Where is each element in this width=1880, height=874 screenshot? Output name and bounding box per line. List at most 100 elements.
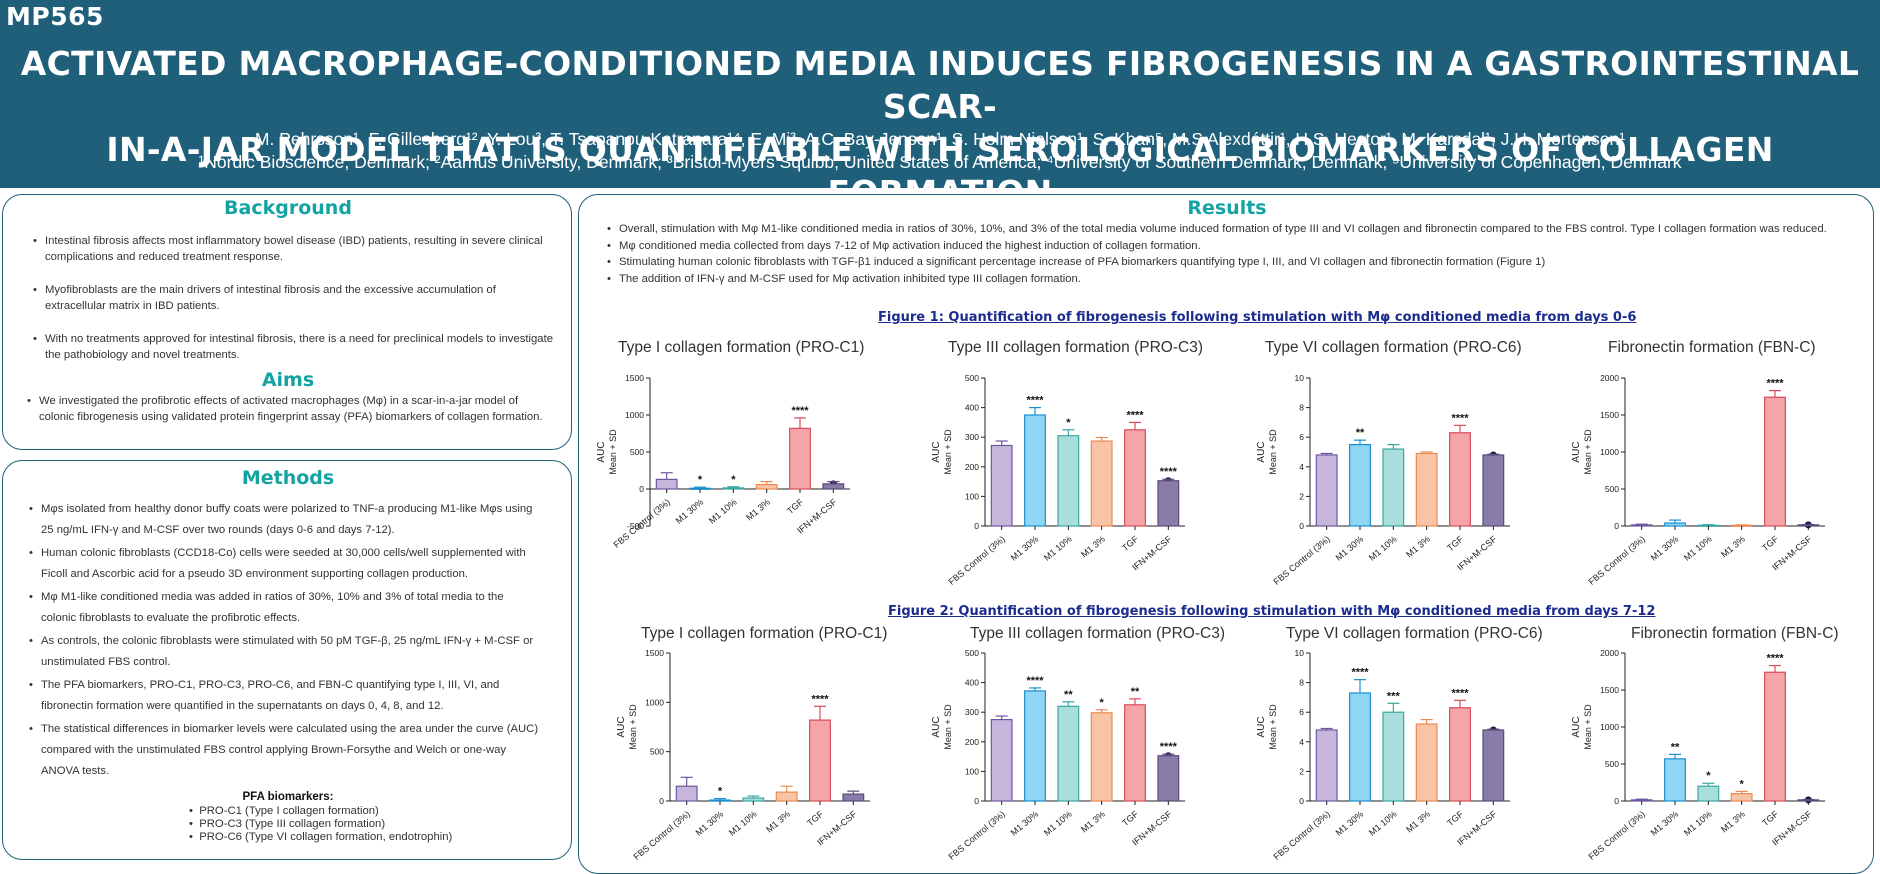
- bar: [742, 797, 765, 802]
- x-tick-label: M1 10%: [1682, 809, 1714, 838]
- bar: [1415, 452, 1438, 527]
- y-tick-label: 500: [630, 447, 644, 457]
- bar: [1482, 454, 1505, 527]
- significance-label: ****: [1126, 409, 1144, 421]
- y-tick-label: 400: [965, 403, 979, 413]
- significance-label: ****: [1451, 412, 1469, 424]
- significance-label: ****: [1160, 466, 1178, 478]
- bar: [1057, 435, 1080, 527]
- x-tick-label: M1 30%: [694, 809, 726, 838]
- chart-fbn-c-fig1: AUC Mean + SD 0 500 1000 1500 2000 FBS Control …: [1571, 373, 1825, 587]
- bar: [1124, 704, 1146, 802]
- y-tick-label: 0: [659, 796, 664, 806]
- y-axis-label: AUC: [616, 716, 627, 737]
- x-tick-label: M1 3%: [1079, 534, 1107, 560]
- y-tick-label: 2: [1299, 766, 1304, 776]
- chart-pro-c6-fig2: AUC Mean + SD 0 2 4 6 8 10 FBS Control (3%) **** M…: [1256, 648, 1510, 862]
- chart-pro-c3-fig2: AUC Mean + SD 0 100 200 300 400 500 FBS Control …: [931, 648, 1185, 862]
- y-tick-label: 1000: [1600, 722, 1619, 732]
- bar: [1057, 705, 1080, 802]
- bar: [1382, 448, 1405, 527]
- methods-bullet: Mφ M1-like conditioned media was added i…: [29, 587, 541, 629]
- x-tick-label: M1 30%: [1334, 809, 1366, 838]
- results-list: Overall, stimulation with Mφ M1-like con…: [607, 221, 1859, 287]
- y-tick-label: 100: [965, 491, 979, 501]
- poster-header: MP565 ACTIVATED MACROPHAGE-CONDITIONED M…: [0, 0, 1880, 212]
- y-axis-label-secondary: Mean + SD: [628, 704, 638, 750]
- y-axis-label-secondary: Mean + SD: [1268, 429, 1278, 475]
- significance-label: ****: [1351, 667, 1369, 679]
- methods-bullet: Mφs isolated from healthy donor buffy co…: [29, 499, 541, 541]
- significance-label: ****: [811, 693, 829, 705]
- bar: [1630, 524, 1653, 527]
- background-list: Intestinal fibrosis affects most inflamm…: [33, 233, 557, 363]
- bar: [1630, 799, 1653, 802]
- bar: [1349, 443, 1371, 527]
- y-tick-label: 1000: [625, 410, 644, 420]
- chart-title: Type III collagen formation (PRO-C3): [970, 625, 1225, 642]
- bar: [1449, 432, 1471, 527]
- y-axis-label: AUC: [1256, 441, 1267, 462]
- significance-label: ****: [1766, 653, 1784, 665]
- background-panel: Background Intestinal fibrosis affects m…: [2, 194, 572, 450]
- bar: [1315, 729, 1338, 802]
- y-tick-label: 500: [965, 648, 979, 658]
- y-axis-label-secondary: Mean + SD: [1583, 429, 1593, 475]
- pfa-item: • PRO-C3 (Type III collagen formation): [189, 818, 386, 830]
- y-tick-label: 6: [1299, 707, 1304, 717]
- y-axis-label: AUC: [931, 716, 942, 737]
- pfa-title: PFA biomarkers:: [242, 791, 334, 803]
- bar: [1382, 711, 1405, 802]
- chart-title: Type VI collagen formation (PRO-C6): [1265, 339, 1522, 356]
- y-axis-label: AUC: [1571, 716, 1582, 737]
- x-tick-label: TGF: [1760, 534, 1781, 554]
- bar: [1482, 729, 1505, 802]
- y-tick-label: 200: [965, 462, 979, 472]
- x-tick-label: FBS Control (3%): [946, 534, 1006, 587]
- bar: [1157, 755, 1180, 802]
- y-tick-label: 6: [1299, 432, 1304, 442]
- chart-title: Fibronectin formation (FBN-C): [1608, 339, 1816, 356]
- poster-id: MP565: [6, 2, 104, 31]
- y-tick-label: 10: [1295, 648, 1305, 658]
- y-tick-label: 100: [965, 766, 979, 776]
- bar: [775, 791, 798, 802]
- poster-title-line-2: IN-A-JAR MODEL THAT IS QUANTIFIABLE WITH…: [106, 130, 1774, 212]
- x-tick-label: TGF: [785, 497, 806, 517]
- x-tick-label: M1 10%: [1367, 534, 1399, 563]
- poster-title-line-1: ACTIVATED MACROPHAGE-CONDITIONED MEDIA I…: [20, 44, 1860, 126]
- bar: [1124, 429, 1146, 527]
- bar: [809, 719, 831, 802]
- significance-label: **: [1671, 741, 1680, 753]
- bar: [675, 785, 698, 802]
- bar: [1090, 712, 1113, 802]
- x-tick-label: TGF: [1760, 809, 1781, 829]
- significance-label: ****: [1026, 675, 1044, 687]
- significance-label: ****: [1026, 395, 1044, 407]
- y-tick-label: 500: [650, 747, 664, 757]
- results-bullet: Mφ conditioned media collected from days…: [607, 238, 1859, 255]
- affiliations: ¹Nordic Bioscience, Denmark; ²Aarhus Uni…: [198, 152, 1682, 172]
- y-axis-label-secondary: Mean + SD: [943, 704, 953, 750]
- chart-pro-c6-fig1: AUC Mean + SD 0 2 4 6 8 10 FBS Control (3%) ** M1 …: [1256, 373, 1510, 587]
- y-tick-label: 200: [965, 737, 979, 747]
- y-tick-label: 1500: [1600, 410, 1619, 420]
- bar: [1764, 396, 1786, 527]
- y-axis-label-secondary: Mean + SD: [1583, 704, 1593, 750]
- significance-label: ***: [1387, 690, 1401, 702]
- bar: [789, 427, 811, 490]
- bar: [1024, 414, 1046, 527]
- y-tick-label: 0: [974, 796, 979, 806]
- significance-label: **: [1131, 686, 1140, 698]
- significance-label: *: [1100, 697, 1105, 709]
- bar: [755, 483, 778, 490]
- x-tick-label: M1 3%: [1404, 809, 1432, 835]
- methods-panel: Methods Mφs isolated from healthy donor …: [2, 460, 572, 860]
- chart-title: Type VI collagen formation (PRO-C6): [1286, 625, 1543, 642]
- y-axis-label-secondary: Mean + SD: [608, 429, 618, 475]
- x-tick-label: FBS Control (3%): [946, 809, 1006, 862]
- x-tick-label: FBS Control (3%): [1271, 534, 1331, 587]
- methods-bullet: As controls, the colonic fibroblasts wer…: [29, 631, 541, 673]
- y-tick-label: 300: [965, 432, 979, 442]
- bar: [1024, 690, 1046, 802]
